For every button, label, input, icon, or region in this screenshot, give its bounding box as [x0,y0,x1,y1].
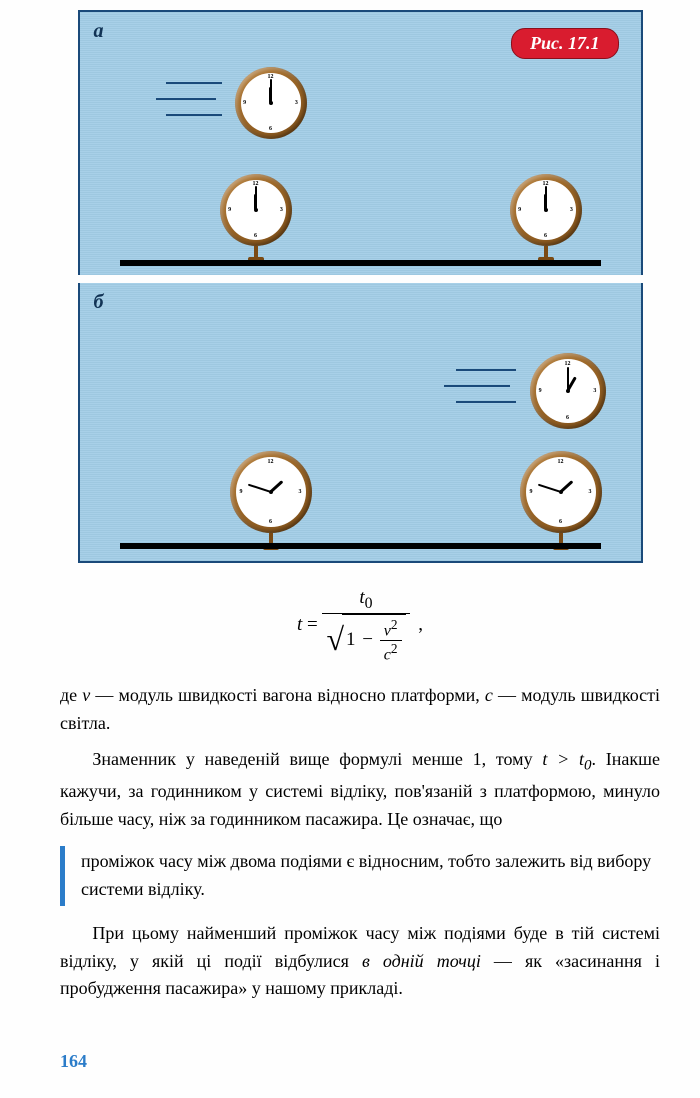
textbook-page: а Рис. 17.1 12 3 6 9 12 3 6 9 [0,0,700,1098]
clock-a-moving: 12 3 6 9 [235,67,307,139]
motion-lines-b [456,365,516,405]
clock-a-right: 12 3 6 9 [510,174,582,246]
figure-label: Рис. 17.1 [511,28,619,59]
highlight-definition: проміжок часу між двома подіями є віднос… [60,846,660,906]
clock-b-moving: 12 3 6 9 [530,353,606,429]
panel-b-label: б [94,291,104,314]
clock-a-left: 12 3 6 9 [220,174,292,246]
ground-line-a [120,260,601,266]
ground-line-b [120,543,601,549]
paragraph-explanation: Знаменник у наведеній вище формулі менше… [60,746,660,834]
panel-a-label: а [94,20,104,43]
formula-time-dilation: t = t0 √ 1 − v2 [60,587,660,664]
paragraph-conclusion: При цьому найменший проміжок часу між по… [60,920,660,1004]
clock-b-left: 12 3 6 9 [230,451,312,533]
paragraph-definitions: де v — модуль швидкості вагона відносно … [60,682,660,738]
figure-panel-a: а Рис. 17.1 12 3 6 9 12 3 6 9 [78,10,643,275]
page-number: 164 [60,1051,87,1072]
clock-b-right: 12 3 6 9 [520,451,602,533]
motion-lines-a [166,78,226,118]
figure-panel-b: б 12 3 6 9 12 3 6 9 12 [78,283,643,563]
